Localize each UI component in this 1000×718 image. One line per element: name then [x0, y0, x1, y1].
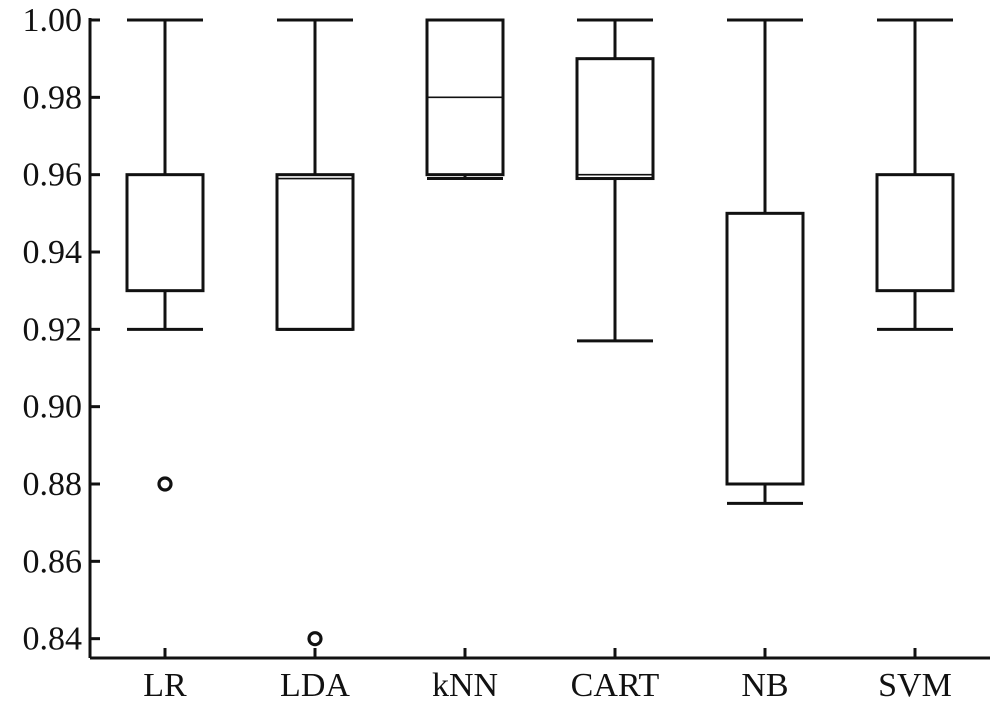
box-svm: [875, 18, 955, 331]
box-series: [125, 18, 955, 647]
x-tick-label: LDA: [280, 667, 350, 704]
box-cart: [575, 18, 655, 343]
y-tick-label: 1.00: [23, 2, 83, 39]
x-tick-label: CART: [571, 667, 660, 704]
box-iqr: [275, 173, 355, 331]
box-iqr: [725, 211, 805, 486]
box-knn: [425, 18, 505, 181]
outlier-point: [307, 631, 323, 647]
box-lda: [275, 18, 355, 647]
x-tick-label: SVM: [878, 667, 952, 704]
x-tick-label: kNN: [432, 667, 498, 704]
y-tick-label: 0.98: [23, 79, 83, 116]
axes: [88, 18, 990, 660]
y-tick-label: 0.84: [23, 621, 83, 658]
y-tick-label: 0.94: [23, 234, 83, 271]
box-iqr: [875, 173, 955, 293]
y-tick-label: 0.88: [23, 466, 83, 503]
box-lr: [125, 18, 205, 492]
x-tick-label: LR: [143, 667, 187, 704]
x-axis-ticks: LR LDA kNN CART NB SVM: [143, 648, 952, 704]
y-tick-label: 0.90: [23, 389, 83, 426]
y-tick-label: 0.96: [23, 157, 83, 194]
x-tick-label: NB: [741, 667, 788, 704]
y-tick-label: 0.86: [23, 543, 83, 580]
box-iqr: [125, 173, 205, 293]
outlier-point: [157, 476, 173, 492]
box-iqr: [575, 57, 655, 181]
y-axis-ticks: 0.84 0.86 0.88 0.90 0.92 0.94 0.96 0.98 1.00: [23, 2, 100, 658]
box-nb: [725, 18, 805, 505]
y-tick-label: 0.92: [23, 311, 83, 348]
